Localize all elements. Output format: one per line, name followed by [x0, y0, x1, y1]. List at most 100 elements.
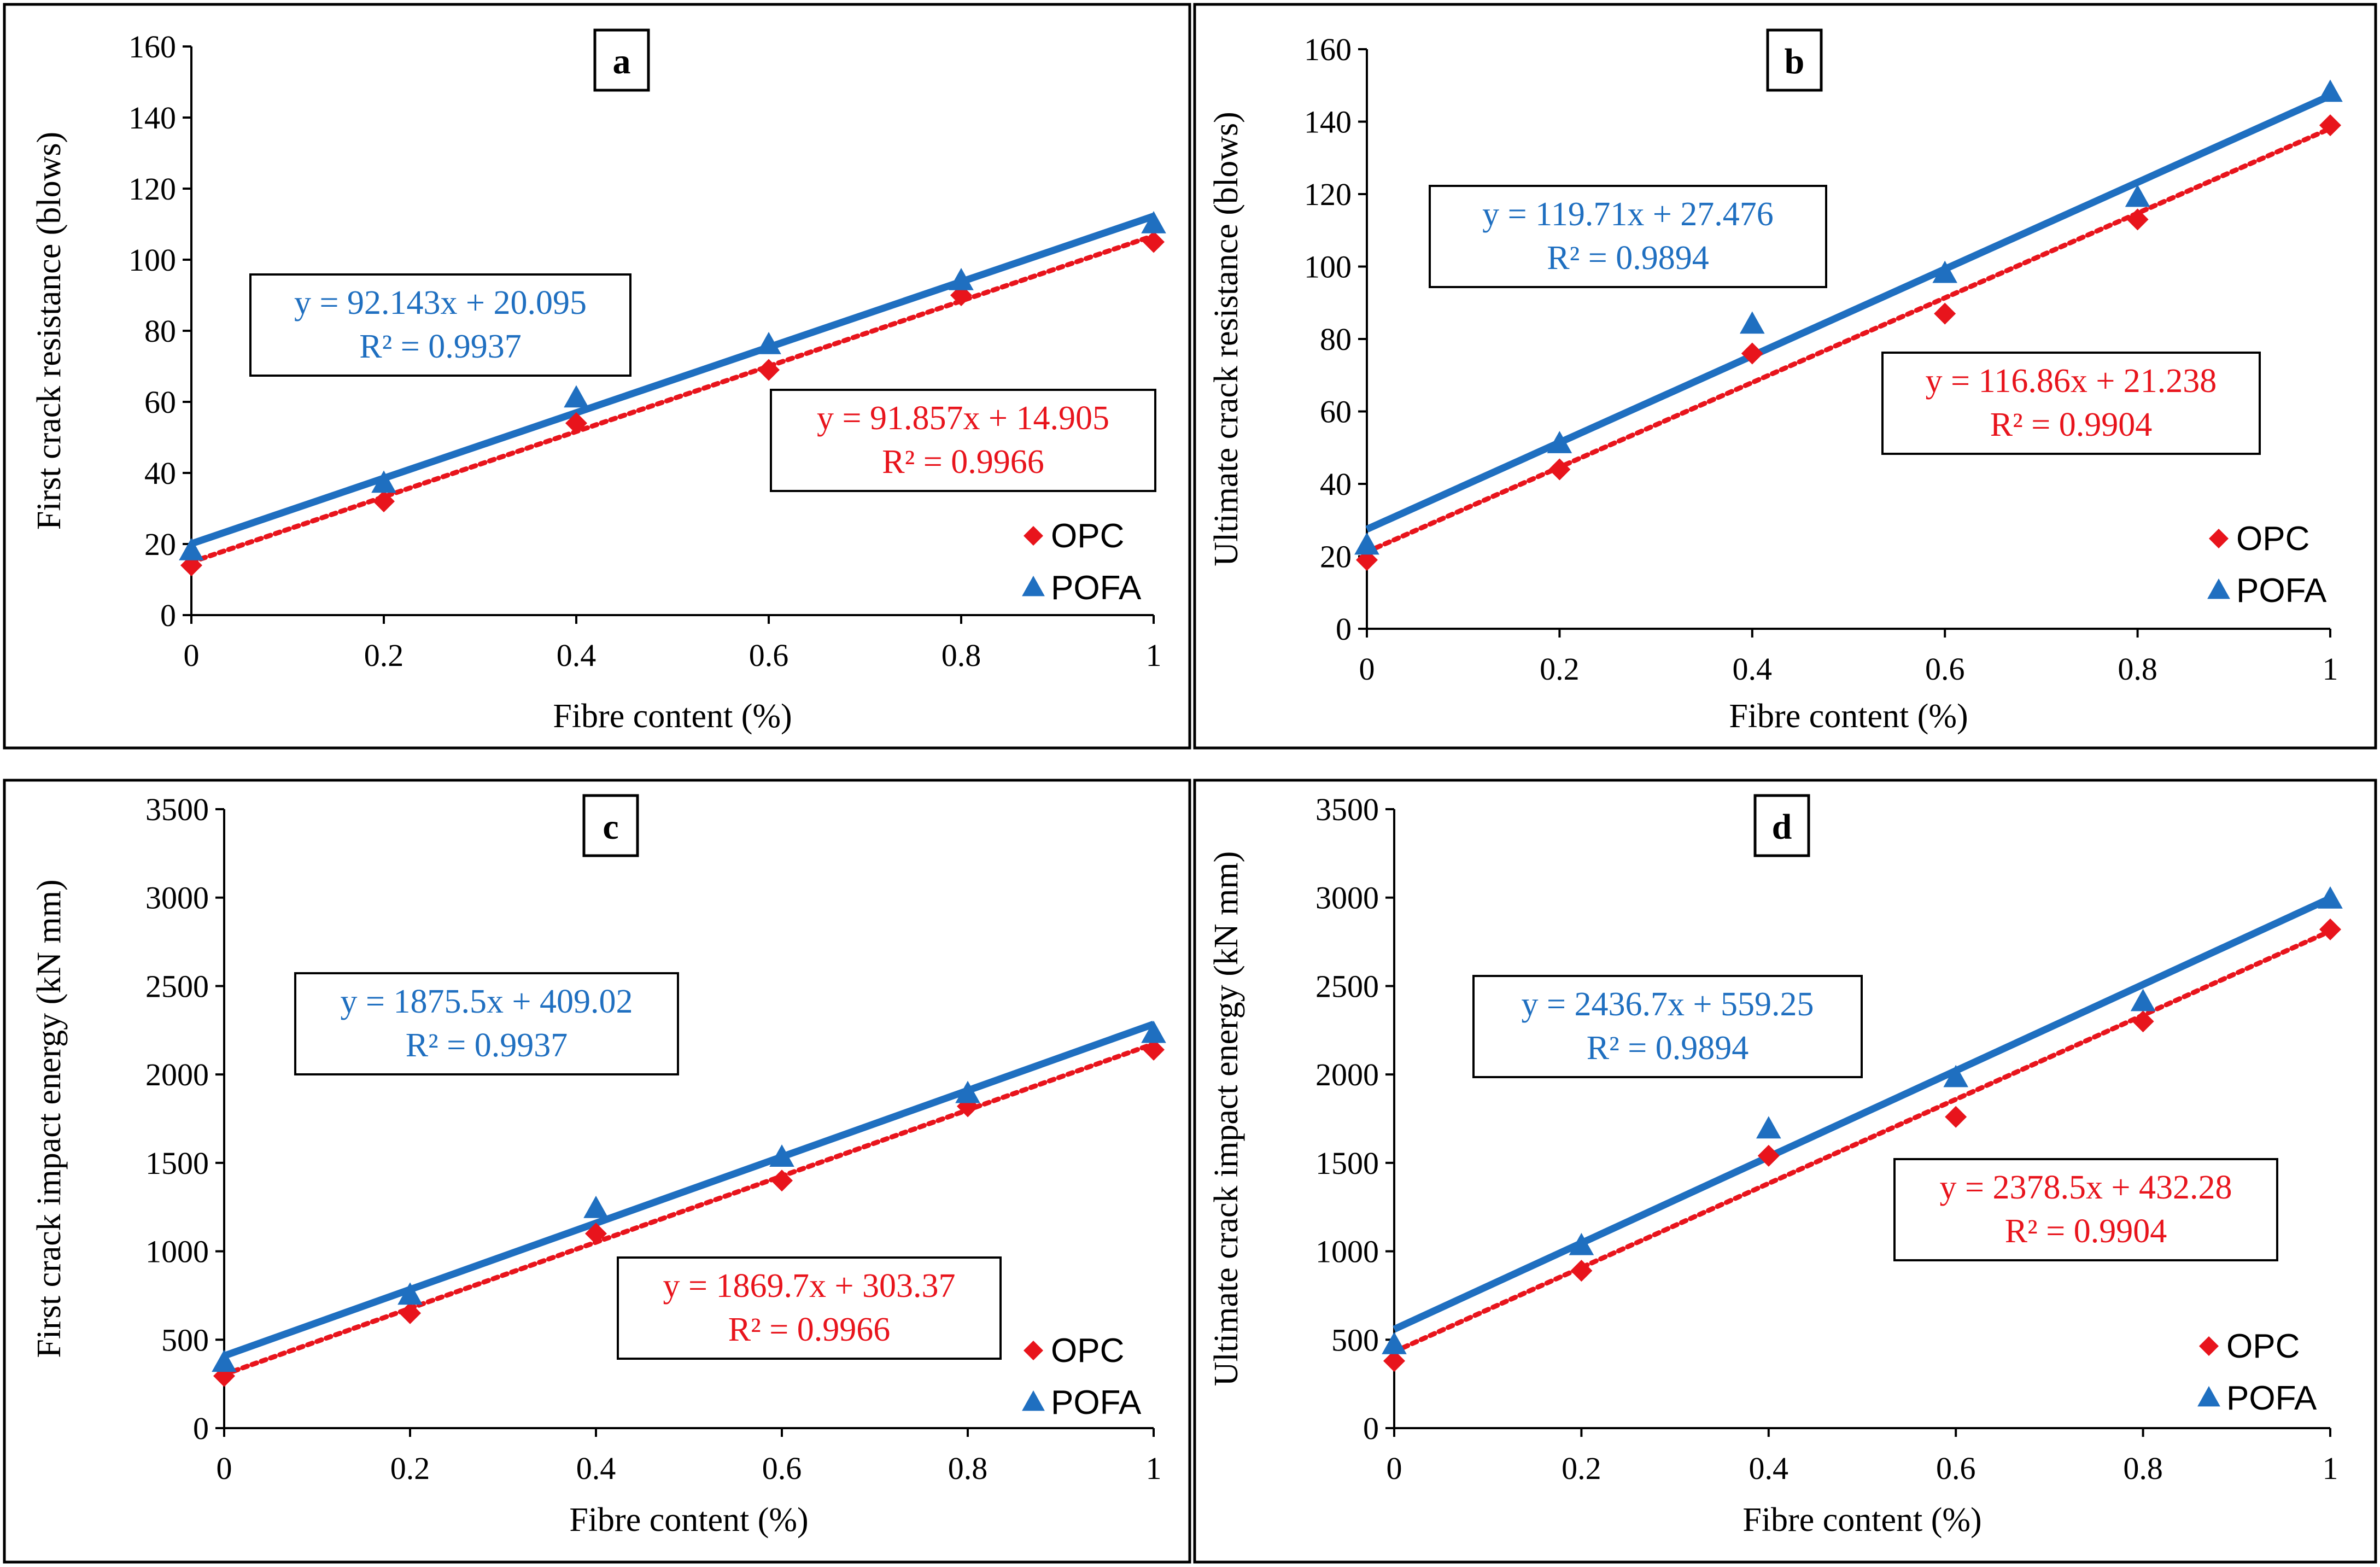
y-tick-label: 60: [1320, 394, 1352, 430]
y-axis-label: First crack resistance (blows): [31, 132, 68, 530]
y-tick-label: 3000: [145, 880, 209, 916]
opc-equation-box: [1893, 1158, 2278, 1261]
legend-pofa-label: POFA: [2236, 572, 2327, 610]
y-axis-label: Ultimate crack resistance (blows): [1208, 112, 1245, 566]
opc-point: [2319, 114, 2341, 137]
y-tick-label: 40: [144, 455, 176, 491]
legend-opc-label: OPC: [2236, 520, 2309, 558]
opc-point: [1945, 1106, 1967, 1128]
opc-equation-r2: R² = 0.9966: [882, 443, 1044, 481]
y-tick-label: 100: [128, 242, 176, 278]
panel-badge-label: a: [613, 42, 631, 81]
y-tick-label: 2000: [1315, 1057, 1379, 1092]
opc-point: [1143, 1038, 1165, 1061]
x-axis-label: Fibre content (%): [1729, 698, 1968, 735]
panel-badge-label: d: [1772, 807, 1792, 847]
x-axis-label: Fibre content (%): [569, 1501, 808, 1539]
opc-equation-text: y = 2378.5x + 432.28: [1940, 1169, 2232, 1206]
x-tick-label: 0.8: [2123, 1451, 2163, 1486]
y-tick-label: 160: [1304, 32, 1352, 67]
y-tick-label: 2500: [1315, 968, 1379, 1004]
pofa-point: [1569, 1232, 1594, 1255]
legend-opc-label: OPC: [1051, 1332, 1124, 1370]
pofa-equation-box: [294, 972, 679, 1075]
y-tick-label: 0: [1336, 611, 1352, 647]
pofa-point: [1756, 1116, 1781, 1139]
pofa-trendline: [1365, 92, 2332, 533]
y-tick-label: 120: [128, 171, 176, 207]
chart-panel-b: 0 20 40 60 80 100 120 140 160 0 0.2 0.4 0.6 0.8 1 Fibre…: [1193, 3, 2377, 750]
x-tick-label: 0.6: [1925, 651, 1965, 687]
y-tick-label: 60: [144, 384, 176, 420]
opc-point: [565, 412, 587, 434]
pofa-point: [2318, 79, 2343, 102]
x-axis-label: Fibre content (%): [1742, 1501, 1981, 1539]
pofa-point: [2318, 886, 2343, 909]
x-tick-label: 0.8: [942, 638, 981, 673]
y-tick-label: 500: [1331, 1322, 1379, 1358]
y-tick-label: 3000: [1315, 880, 1379, 916]
panel-badge-box: [582, 794, 639, 857]
opc-equation-text: y = 1869.7x + 303.37: [663, 1267, 956, 1305]
x-tick-label: 0.4: [576, 1451, 616, 1486]
pofa-point: [1141, 211, 1166, 233]
pofa-point: [2130, 989, 2156, 1011]
pofa-equation-box: [1429, 185, 1827, 288]
y-tick-label: 140: [128, 100, 176, 136]
y-tick-label: 0: [160, 598, 176, 633]
y-axis-label: Ultimate crack impact energy (kN mm): [1208, 851, 1245, 1386]
pofa-point: [1943, 1065, 1968, 1087]
x-tick-label: 0: [1359, 651, 1375, 687]
pofa-point: [1740, 311, 1765, 334]
opc-point: [1934, 302, 1956, 325]
panel-badge-box: [593, 28, 650, 92]
opc-equation-text: y = 91.857x + 14.905: [817, 400, 1109, 437]
panel-frame: [3, 3, 1191, 750]
opc-trendline: [189, 233, 1156, 565]
pofa-point: [397, 1282, 423, 1305]
opc-point: [771, 1170, 793, 1192]
opc-point: [758, 359, 780, 381]
pofa-equation-text: y = 119.71x + 27.476: [1482, 196, 1774, 233]
x-tick-label: 1: [2323, 1451, 2338, 1486]
x-axis-label: Fibre content (%): [553, 698, 792, 735]
y-tick-label: 2500: [145, 968, 209, 1004]
pofa-trendline: [1393, 895, 2332, 1333]
x-tick-label: 1: [1146, 638, 1162, 673]
opc-point: [2126, 208, 2149, 231]
legend-opc-label: OPC: [2226, 1328, 2300, 1365]
panel-frame: [3, 779, 1191, 1564]
y-tick-label: 500: [161, 1322, 209, 1358]
x-tick-label: 0.2: [1540, 651, 1580, 687]
y-tick-label: 1000: [145, 1234, 209, 1270]
y-tick-label: 120: [1304, 177, 1352, 212]
opc-point: [2132, 1010, 2154, 1033]
pofa-equation-text: y = 1875.5x + 409.02: [341, 983, 633, 1020]
x-tick-label: 0.8: [948, 1451, 988, 1486]
opc-point: [1741, 342, 1763, 365]
pofa-point: [583, 1195, 609, 1218]
legend-pofa-label: POFA: [1051, 1384, 1142, 1422]
opc-equation-box: [770, 389, 1156, 492]
legend-pofa-marker: [2207, 578, 2230, 599]
y-tick-label: 40: [1320, 466, 1352, 502]
legend-opc-marker: [2199, 1336, 2219, 1356]
y-tick-label: 0: [193, 1411, 209, 1446]
pofa-trendline: [190, 213, 1155, 547]
panel-frame: [1193, 779, 2377, 1564]
x-tick-label: 0.6: [1936, 1451, 1976, 1486]
opc-point: [1548, 458, 1571, 481]
legend-pofa-label: POFA: [1051, 569, 1142, 607]
legend-opc-marker: [1024, 526, 1043, 546]
pofa-trendline: [223, 1020, 1155, 1359]
pofa-point: [212, 1349, 237, 1372]
y-tick-label: 80: [1320, 321, 1352, 357]
pofa-point: [955, 1080, 980, 1103]
chart-panel-c: 0 500 1000 1500 2000 2500 3000 3500 0 0.2 0.4 0.6 0.…: [3, 779, 1191, 1564]
opc-equation-text: y = 116.86x + 21.238: [1926, 362, 2217, 400]
opc-point: [2319, 918, 2341, 940]
panel-badge-label: b: [1785, 42, 1805, 81]
chart-panel-a: 0 20 40 60 80 100 120 140 160 0 0.2 0.4 0.6 0.8 1 Fibre…: [3, 3, 1191, 750]
y-tick-label: 3500: [1315, 792, 1379, 827]
